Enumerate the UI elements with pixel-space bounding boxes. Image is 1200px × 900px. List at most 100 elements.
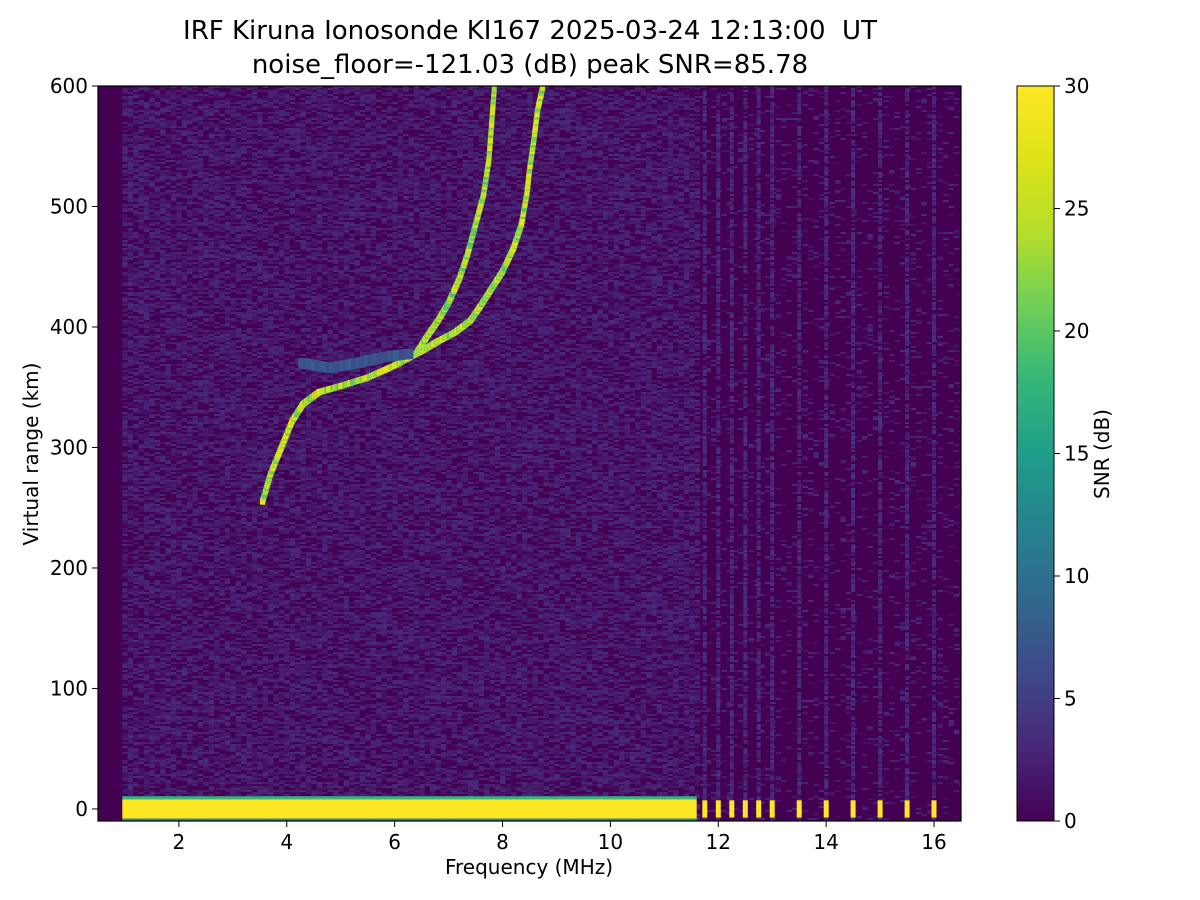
- heatmap-cell-1430: [149, 440, 155, 442]
- heatmap-cell-1881: [160, 260, 166, 262]
- heatmap-cell-4748: [219, 300, 225, 302]
- heatmap-cell-1166: [143, 462, 150, 464]
- heatmap-cell-4961: [224, 176, 231, 178]
- heatmap-cell-2961: [181, 358, 188, 360]
- heatmap-cell-4732: [219, 254, 225, 256]
- heatmap-cell-2496: [170, 532, 177, 534]
- heatmap-cell-2523: [170, 596, 177, 598]
- heatmap-cell-1394: [149, 338, 155, 340]
- heatmap-cell-4423: [214, 144, 220, 146]
- heatmap-cell-4311: [208, 554, 215, 556]
- heatmap-cell-2050: [160, 742, 166, 744]
- heatmap-cell-155: [122, 524, 128, 526]
- heatmap-cell-132: [122, 466, 128, 468]
- heatmap-cell-2615: [176, 134, 182, 136]
- heatmap-cell-2107: [165, 156, 171, 158]
- heatmap-cell-347: [127, 344, 134, 346]
- heatmap-cell-2834: [176, 732, 182, 734]
- heatmap-cell-953: [138, 596, 144, 598]
- heatmap-cell-4864: [219, 622, 225, 624]
- heatmap-cell-3723: [197, 312, 204, 314]
- heatmap-cell-4391: [208, 786, 215, 788]
- heatmap-cell-1737: [154, 580, 161, 582]
- heatmap-cell-1467: [149, 540, 155, 542]
- heatmap-cell-3909: [203, 118, 209, 120]
- heatmap-cell-855: [138, 300, 144, 302]
- heatmap-cell-7: [122, 106, 128, 108]
- heatmap-cell-3658: [197, 150, 204, 152]
- heatmap-cell-1185: [143, 516, 150, 518]
- heatmap-cell-664: [133, 522, 139, 524]
- heatmap-cell-2850: [176, 788, 182, 790]
- heatmap-cell-713: [133, 664, 139, 666]
- heatmap-cell-774: [138, 100, 144, 102]
- heatmap-cell-27: [122, 160, 128, 162]
- heatmap-cell-2727: [176, 432, 182, 434]
- heatmap-cell-4893: [219, 706, 225, 708]
- heatmap-cell-3441: [192, 266, 198, 268]
- heatmap-cell-2965: [181, 366, 188, 368]
- heatmap-cell-4200: [208, 224, 215, 226]
- heatmap-cell-2538: [170, 640, 177, 642]
- heatmap-cell-3517: [192, 478, 198, 480]
- heatmap-cell-1177: [143, 492, 150, 494]
- heatmap-cell-4982: [224, 234, 231, 236]
- heatmap-cell-3669: [197, 174, 204, 176]
- heatmap-cell-3239: [187, 422, 193, 424]
- heatmap-cell-3525: [192, 498, 198, 500]
- heatmap-cell-1429: [149, 438, 155, 440]
- heatmap-cell-51: [122, 234, 128, 236]
- heatmap-cell-4228: [208, 302, 215, 304]
- heatmap-cell-3453: [192, 304, 198, 306]
- heatmap-cell-2763: [176, 532, 182, 534]
- heatmap-cell-3014: [181, 520, 188, 522]
- heatmap-cell-4125: [203, 760, 209, 762]
- heatmap-cell-4525: [214, 408, 220, 410]
- heatmap-cell-4975: [224, 216, 231, 218]
- heatmap-cell-2942: [181, 310, 188, 312]
- heatmap-cell-1203: [143, 568, 150, 570]
- heatmap-cell-878: [138, 362, 144, 364]
- heatmap-cell-124: [122, 440, 128, 442]
- heatmap-cell-3445: [192, 276, 198, 278]
- heatmap-cell-3296: [187, 592, 193, 594]
- heatmap-cell-3056: [181, 636, 188, 638]
- heatmap-cell-4434: [214, 172, 220, 174]
- heatmap-cell-2517: [170, 582, 177, 584]
- heatmap-cell-648: [133, 480, 139, 482]
- heatmap-cell-1387: [149, 320, 155, 322]
- heatmap-cell-293: [127, 198, 134, 200]
- heatmap-cell-4005: [203, 398, 209, 400]
- heatmap-cell-2291: [165, 682, 171, 684]
- heatmap-cell-2086: [165, 96, 171, 98]
- heatmap-cell-1313: [149, 118, 155, 120]
- heatmap-cell-4107: [203, 704, 209, 706]
- heatmap-cell-3181: [187, 250, 193, 252]
- heatmap-cell-5: [122, 102, 128, 104]
- heatmap-cell-4154: [208, 108, 215, 110]
- heatmap-cell-1266: [143, 730, 150, 732]
- heatmap-cell-1544: [149, 750, 155, 752]
- heatmap-cell-4746: [219, 296, 225, 298]
- heatmap-cell-1244: [143, 678, 150, 680]
- heatmap-cell-458: [127, 672, 134, 674]
- heatmap-cell-4843: [219, 562, 225, 564]
- heatmap-cell-275: [127, 160, 134, 162]
- heatmap-cell-35: [122, 188, 128, 190]
- heatmap-cell-2934: [181, 294, 188, 296]
- heatmap-cell-1604: [154, 188, 161, 190]
- heatmap-cell-1106: [143, 306, 150, 308]
- heatmap-cell-1334: [149, 182, 155, 184]
- heatmap-cell-591: [133, 328, 139, 330]
- heatmap-cell-950: [138, 584, 144, 586]
- heatmap-cell-3226: [187, 386, 193, 388]
- heatmap-cell-3915: [203, 142, 209, 144]
- heatmap-cell-2414: [170, 298, 177, 300]
- heatmap-cell-4335: [208, 636, 215, 638]
- heatmap-cell-3689: [197, 232, 204, 234]
- heatmap-cell-3566: [192, 620, 198, 622]
- heatmap-cell-424: [127, 578, 134, 580]
- heatmap-cell-3500: [192, 420, 198, 422]
- heatmap-cell-529: [133, 142, 139, 144]
- heatmap-cell-3362: [187, 776, 193, 778]
